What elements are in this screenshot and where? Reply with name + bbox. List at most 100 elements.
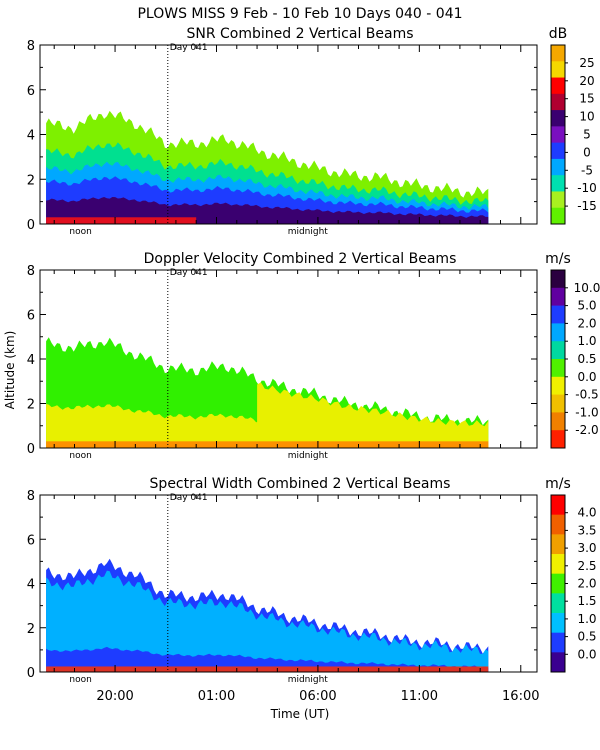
- echo-layer-4: [46, 197, 489, 224]
- colorbar-segment: [551, 207, 565, 225]
- colorbar-segment: [551, 341, 565, 360]
- y-axis-label: Altitude (km): [3, 331, 17, 410]
- colorbar-unit: dB: [549, 26, 568, 42]
- colorbar-segment: [551, 45, 565, 62]
- x-tick-label: 20:00: [96, 689, 133, 704]
- snr-panel: SNR Combined 2 Vertical Beams dB 0 2 4 6 8 Da…: [27, 26, 597, 237]
- colorbar-label: 1.5: [577, 594, 596, 608]
- colorbar-label: 10.0: [574, 281, 600, 295]
- y-tick-label: 2: [27, 398, 35, 413]
- colorbar-label: 5: [583, 128, 591, 142]
- midnight-marker-label: midnight: [288, 451, 329, 461]
- colorbar-label: -0.5: [575, 388, 598, 402]
- colorbar-segment: [551, 93, 565, 111]
- colorbar-segment: [551, 287, 565, 307]
- colorbar-segment: [551, 61, 565, 79]
- colorbar-segment: [551, 158, 565, 176]
- colorbar-label: 0.0: [577, 370, 596, 384]
- colorbar-label: 20: [579, 74, 594, 88]
- colorbar-label: 2.5: [577, 559, 596, 573]
- colorbar-label: 0: [583, 145, 591, 159]
- colorbar-segment: [551, 632, 565, 653]
- colorbar-segment: [551, 573, 565, 594]
- colorbar-label: 0.5: [577, 630, 596, 644]
- y-tick-label: 4: [27, 129, 35, 144]
- x-tick-label: 11:00: [401, 689, 438, 704]
- colorbar-label: 0.0: [577, 647, 596, 661]
- x-tick-label: 06:00: [299, 689, 336, 704]
- doppler-velocity-panel: Doppler Velocity Combined 2 Vertical Bea…: [27, 251, 600, 461]
- colorbar-segment: [551, 412, 565, 431]
- colorbar-segment: [551, 142, 565, 160]
- colorbar-label: -15: [577, 199, 597, 213]
- x-tick-label: 16:00: [502, 689, 539, 704]
- y-tick-label: 0: [27, 218, 35, 233]
- x-axis-label: Time (UT): [270, 707, 330, 721]
- colorbar-segment: [551, 514, 565, 535]
- colorbar-segment: [551, 376, 565, 396]
- x-tick-label: 01:00: [198, 689, 235, 704]
- colorbar-label: 10: [579, 110, 594, 124]
- colorbar-unit: m/s: [545, 251, 571, 267]
- panel-title: Spectral Width Combined 2 Vertical Beams: [150, 476, 451, 492]
- colorbar-label: 3.0: [577, 541, 596, 555]
- noon-marker-label: noon: [69, 675, 91, 685]
- colorbar-segment: [551, 191, 565, 209]
- echo-layer-1: [46, 570, 489, 672]
- day-marker-label: Day 041: [170, 493, 208, 503]
- colorbar-segment: [551, 305, 565, 324]
- colorbar-segment: [551, 613, 565, 634]
- echo-layer-transition: [257, 382, 489, 448]
- colorbar-segment: [551, 359, 565, 378]
- colorbar-label: 2.0: [577, 577, 596, 591]
- colorbar-label: -5: [581, 163, 593, 177]
- y-tick-label: 8: [27, 489, 35, 504]
- colorbar-segment: [551, 495, 565, 516]
- colorbar-label: -2.0: [575, 423, 598, 437]
- colorbar-segment: [551, 593, 565, 614]
- colorbar-label: 2.0: [577, 316, 596, 330]
- colorbar-label: -1.0: [575, 405, 598, 419]
- y-tick-label: 6: [27, 533, 35, 548]
- y-tick-label: 4: [27, 578, 35, 593]
- colorbar-segment: [551, 652, 565, 673]
- colorbar-segment: [551, 323, 565, 342]
- noon-marker-label: noon: [69, 227, 91, 237]
- midnight-marker-label: midnight: [288, 227, 329, 237]
- colorbar-label: 25: [579, 56, 594, 70]
- y-tick-label: 8: [27, 264, 35, 279]
- colorbar-label: 15: [579, 92, 594, 106]
- panel-title: Doppler Velocity Combined 2 Vertical Bea…: [144, 251, 457, 267]
- panel-title: SNR Combined 2 Vertical Beams: [186, 26, 413, 42]
- colorbar-label: -10: [577, 181, 597, 195]
- colorbar-label: 0.5: [577, 352, 596, 366]
- figure-title: PLOWS MISS 9 Feb - 10 Feb 10 Days 040 - …: [137, 6, 462, 22]
- day-marker-label: Day 041: [170, 43, 208, 53]
- near-ground-band: [46, 666, 489, 672]
- colorbar-segment: [551, 394, 565, 413]
- midnight-marker-label: midnight: [288, 675, 329, 685]
- colorbar-segment: [551, 77, 565, 95]
- y-tick-label: 6: [27, 84, 35, 99]
- y-tick-label: 0: [27, 666, 35, 681]
- noon-marker-label: noon: [69, 451, 91, 461]
- near-ground-band: [46, 217, 197, 224]
- y-tick-label: 6: [27, 309, 35, 324]
- colorbar-label: 1.0: [577, 334, 596, 348]
- colorbar-segment: [551, 534, 565, 555]
- colorbar-label: 4.0: [577, 506, 596, 520]
- colorbar-segment: [551, 110, 565, 127]
- colorbar-segment: [551, 554, 565, 575]
- echo-layer-2: [46, 646, 489, 672]
- colorbar-segment: [551, 175, 565, 192]
- y-tick-label: 4: [27, 353, 35, 368]
- colorbar-label: 3.5: [577, 523, 596, 537]
- y-tick-label: 8: [27, 39, 35, 54]
- y-tick-label: 2: [27, 622, 35, 637]
- colorbar-segment: [551, 126, 565, 144]
- day-marker-label: Day 041: [170, 268, 208, 278]
- colorbar-label: 1.0: [577, 612, 596, 626]
- colorbar-segment: [551, 430, 565, 449]
- colorbar-unit: m/s: [545, 476, 571, 492]
